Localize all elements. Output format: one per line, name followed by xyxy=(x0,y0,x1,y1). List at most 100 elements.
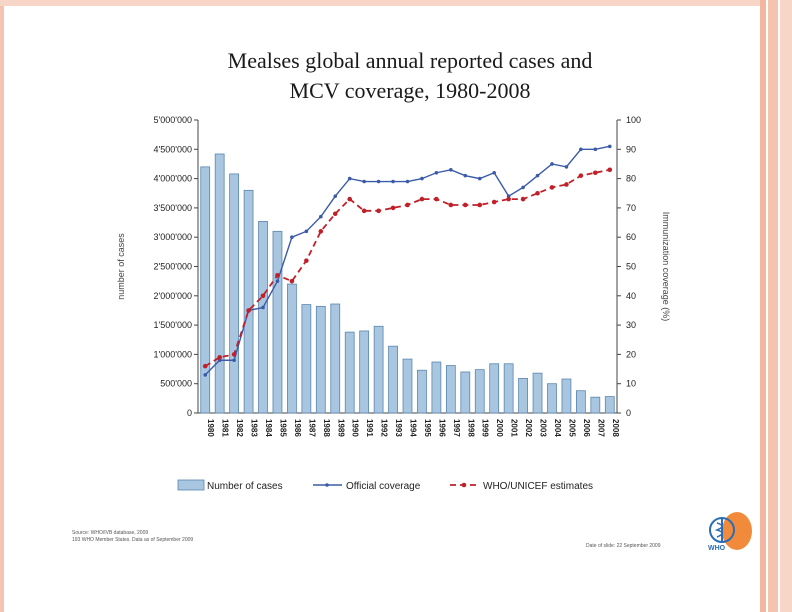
point-official-coverage-1987 xyxy=(304,229,309,234)
point-official-coverage-1996 xyxy=(434,170,439,175)
point-official-coverage-2000 xyxy=(492,170,496,175)
point-who-unicef-estimates-1998 xyxy=(462,202,468,208)
x-tick-label: 2004 xyxy=(553,419,562,437)
point-who-unicef-estimates-1988 xyxy=(318,229,324,234)
point-who-unicef-estimates-1989 xyxy=(332,211,338,217)
point-official-coverage-2006 xyxy=(579,147,583,152)
bar-cases-1997 xyxy=(445,365,456,414)
point-who-unicef-estimates-1991 xyxy=(361,208,367,214)
point-who-unicef-estimates-1984 xyxy=(260,293,266,299)
point-who-unicef-estimates-1993 xyxy=(390,205,396,211)
y2-tick-label: 30 xyxy=(626,320,636,330)
bar-cases-1998 xyxy=(460,371,471,414)
y-tick-label: 3'000'000 xyxy=(154,232,192,242)
point-who-unicef-estimates-2000 xyxy=(491,199,497,205)
bar-cases-2001 xyxy=(503,363,514,414)
legend-marker-who xyxy=(461,482,467,488)
point-who-unicef-estimates-2004 xyxy=(549,185,555,190)
x-tick-label: 2008 xyxy=(611,419,620,437)
point-who-unicef-estimates-1982 xyxy=(231,352,237,357)
x-tick-label: 1998 xyxy=(466,419,475,437)
x-tick-label: 1993 xyxy=(394,419,403,437)
slide-right-border-gap xyxy=(778,0,780,612)
bar-cases-1980 xyxy=(200,166,211,414)
point-official-coverage-1992 xyxy=(376,179,381,184)
point-official-coverage-2004 xyxy=(550,162,554,166)
point-who-unicef-estimates-2005 xyxy=(564,182,569,187)
point-who-unicef-estimates-2007 xyxy=(593,170,598,176)
point-who-unicef-estimates-1995 xyxy=(419,196,425,202)
bar-cases-1996 xyxy=(431,361,442,414)
y2-tick-label: 40 xyxy=(626,291,636,301)
bar-cases-1988 xyxy=(315,305,326,414)
bar-cases-1999 xyxy=(474,369,485,414)
bar-cases-2007 xyxy=(590,396,601,414)
point-who-unicef-estimates-2002 xyxy=(520,196,526,202)
y-tick-label: 1'500'000 xyxy=(154,320,192,330)
bar-cases-1982 xyxy=(229,173,239,414)
who-logo-icon xyxy=(709,517,735,543)
x-tick-label: 2007 xyxy=(596,419,605,437)
point-who-unicef-estimates-1985 xyxy=(275,272,280,278)
point-official-coverage-2007 xyxy=(593,147,598,152)
y2-tick-label: 100 xyxy=(626,115,641,125)
bar-cases-1990 xyxy=(344,331,355,414)
x-tick-label: 1984 xyxy=(264,419,273,437)
y2-tick-label: 50 xyxy=(626,262,636,272)
y-tick-label: 2'000'000 xyxy=(154,291,192,301)
slide-left-border xyxy=(0,0,4,612)
y2-tick-label: 70 xyxy=(626,203,636,213)
y2-tick-label: 0 xyxy=(626,408,631,418)
legend-marker-official xyxy=(325,483,329,487)
x-tick-label: 1986 xyxy=(293,419,302,437)
bar-cases-1989 xyxy=(330,303,341,414)
y2-tick-label: 80 xyxy=(626,174,636,184)
bar-cases-1995 xyxy=(417,369,427,414)
x-tick-label: 1996 xyxy=(437,419,446,437)
point-official-coverage-1984 xyxy=(261,305,265,310)
x-tick-label: 1981 xyxy=(221,419,230,437)
point-who-unicef-estimates-1997 xyxy=(448,202,454,208)
slide-right-border-gap xyxy=(766,0,768,612)
x-tick-label: 1995 xyxy=(423,419,432,437)
legend-swatch-cases xyxy=(177,479,205,491)
source-line-2: 193 WHO Member States. Data as of Septem… xyxy=(72,537,194,543)
y-tick-label: 2'500'000 xyxy=(154,262,192,272)
point-who-unicef-estimates-1983 xyxy=(246,308,251,313)
x-tick-label: 1988 xyxy=(322,419,331,437)
point-official-coverage-1989 xyxy=(333,194,338,198)
bar-cases-1983 xyxy=(243,189,254,414)
point-who-unicef-estimates-1987 xyxy=(304,258,309,263)
x-tick-label: 1997 xyxy=(452,419,461,437)
source-line-1: Source: WHO/IVB database, 2009 xyxy=(72,530,149,536)
x-tick-label: 1994 xyxy=(409,419,418,437)
slide-right-border xyxy=(768,0,778,612)
point-official-coverage-1986 xyxy=(290,235,294,239)
y-axis-title: number of cases xyxy=(116,233,126,300)
point-official-coverage-1982 xyxy=(232,358,236,363)
y2-tick-label: 90 xyxy=(626,144,636,154)
point-who-unicef-estimates-1990 xyxy=(347,196,353,202)
x-tick-label: 1990 xyxy=(351,419,360,437)
legend-label-who: WHO/UNICEF estimates xyxy=(483,481,593,492)
point-official-coverage-1998 xyxy=(463,173,468,178)
y2-axis-title: Immunization coverage (%) xyxy=(661,212,671,322)
point-who-unicef-estimates-1980 xyxy=(202,363,208,369)
point-who-unicef-estimates-1996 xyxy=(434,196,439,202)
x-tick-label: 2005 xyxy=(567,419,576,437)
x-tick-label: 2001 xyxy=(510,419,519,437)
point-who-unicef-estimates-1999 xyxy=(477,202,483,208)
x-tick-label: 1982 xyxy=(235,419,244,437)
x-tick-label: 1991 xyxy=(365,419,374,437)
x-tick-label: 1992 xyxy=(380,419,389,437)
source-note: Source: WHO/IVB database, 2009 193 WHO M… xyxy=(72,530,193,544)
point-who-unicef-estimates-1992 xyxy=(376,208,381,214)
y2-tick-label: 60 xyxy=(626,232,636,242)
point-official-coverage-1997 xyxy=(449,168,453,172)
point-official-coverage-2003 xyxy=(535,173,540,178)
x-tick-label: 2000 xyxy=(495,419,504,437)
bar-cases-2003 xyxy=(532,372,543,414)
y-tick-label: 3'500'000 xyxy=(154,203,192,213)
point-who-unicef-estimates-1994 xyxy=(405,202,410,208)
